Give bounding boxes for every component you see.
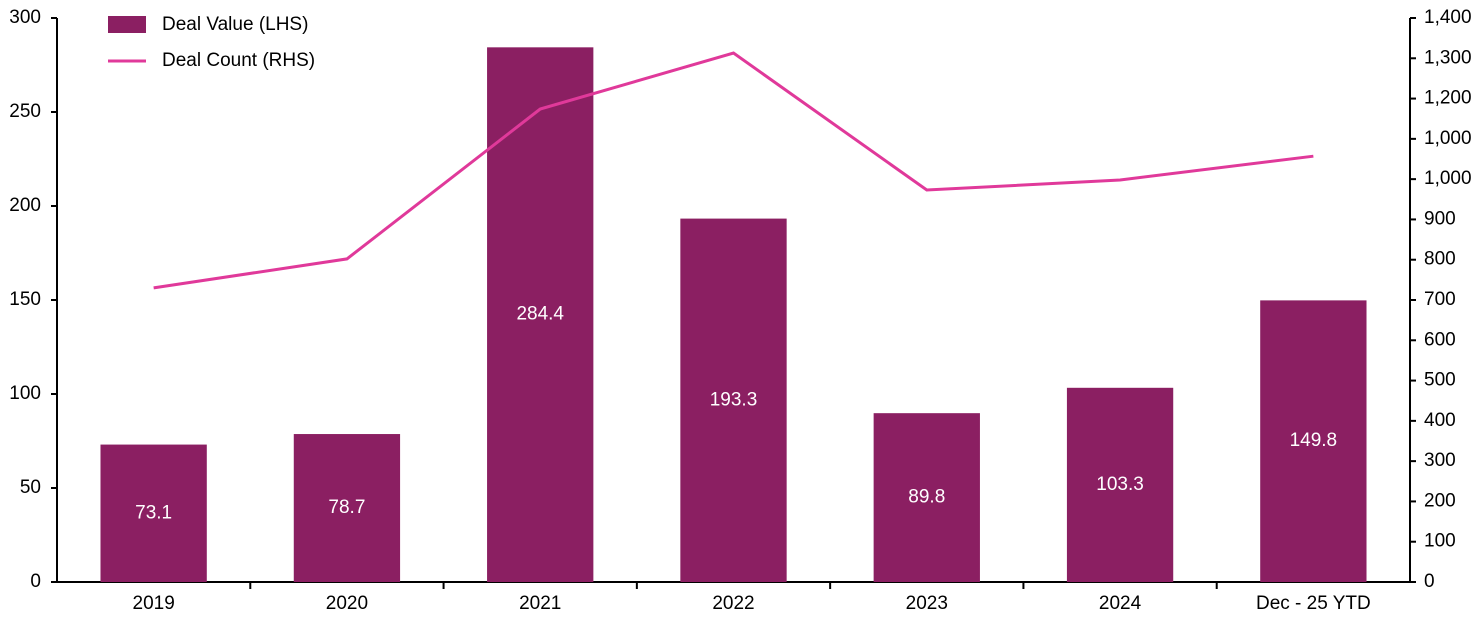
y2-tick-label: 1,400: [1424, 7, 1472, 28]
bar-value-label: 89.8: [908, 487, 945, 508]
bar-value-label: 284.4: [516, 304, 564, 325]
bar-value-label: 78.7: [328, 497, 365, 518]
y2-tick-label: 800: [1424, 249, 1456, 270]
y-tick-label: 50: [20, 477, 41, 498]
y2-tick-label: 300: [1424, 450, 1456, 471]
y-tick-label: 250: [9, 101, 41, 122]
y2-tick-label: 500: [1424, 370, 1456, 391]
x-tick-label: 2021: [519, 593, 561, 614]
y-tick-label: 300: [9, 7, 41, 28]
y-tick-label: 150: [9, 289, 41, 310]
x-tick-label: 2019: [133, 593, 175, 614]
bar: [1260, 300, 1367, 582]
y2-tick-label: 100: [1424, 531, 1456, 552]
y2-tick-label: 600: [1424, 329, 1456, 350]
x-tick-label: 2024: [1099, 593, 1142, 614]
x-tick-label: Dec - 25 YTD: [1256, 593, 1371, 614]
legend-swatch: [108, 16, 146, 33]
y2-tick-label: 700: [1424, 289, 1456, 310]
legend-label: Deal Value (LHS): [162, 14, 308, 35]
x-tick-label: 2022: [712, 593, 754, 614]
y-tick-label: 100: [9, 383, 41, 404]
x-tick-label: 2020: [326, 593, 368, 614]
bar: [1066, 387, 1174, 582]
bar: [873, 413, 980, 582]
line: [153, 51, 1314, 290]
y2-tick-label: 1,000: [1424, 168, 1472, 189]
y2-tick-label: 1,000: [1424, 128, 1472, 149]
bar-value-label: 193.3: [710, 389, 758, 410]
y2-tick-label: 200: [1424, 490, 1456, 511]
legend-label: Deal Count (RHS): [162, 50, 315, 71]
bar: [293, 434, 401, 582]
bar: [680, 218, 787, 582]
bar: [100, 444, 207, 582]
bar-value-label: 103.3: [1096, 474, 1144, 495]
x-tick-label: 2023: [906, 593, 948, 614]
y2-tick-label: 1,200: [1424, 88, 1472, 109]
y2-tick-label: 1,300: [1424, 47, 1472, 68]
y-tick-label: 0: [30, 571, 41, 592]
bar-value-label: 73.1: [135, 502, 172, 523]
y2-tick-label: 900: [1424, 208, 1456, 229]
y-tick-label: 200: [9, 195, 41, 216]
y2-tick-label: 400: [1424, 410, 1456, 431]
bar-value-label: 149.8: [1290, 430, 1338, 451]
y2-tick-label: 0: [1424, 571, 1435, 592]
